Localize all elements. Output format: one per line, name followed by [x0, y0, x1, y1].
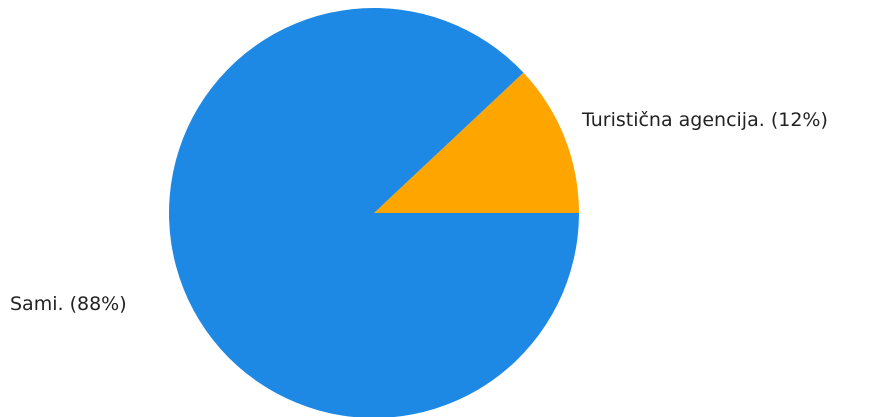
pie-slice-turistična-agencija [374, 72, 579, 213]
pie-labels: Turistična agencija. (12%) Sami. (88%) [10, 109, 828, 315]
slice-label-sami: Sami. (88%) [10, 293, 127, 315]
pie-slices [169, 7, 579, 417]
pie-slice-sami [169, 7, 579, 417]
slice-label-turisticna-agencija: Turistična agencija. (12%) [581, 109, 828, 131]
